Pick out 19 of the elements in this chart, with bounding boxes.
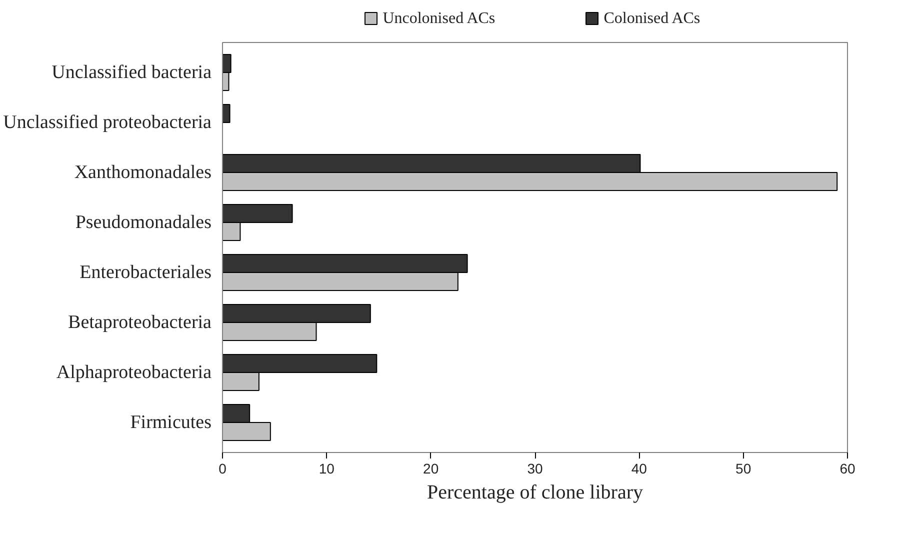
y-tick-label: Unclassified bacteria: [52, 62, 212, 83]
y-tick-label: Xanthomonadales: [74, 162, 212, 183]
y-tick-label: Pseudomonadales: [75, 212, 212, 233]
x-axis-title: Percentage of clone library: [426, 482, 644, 504]
x-tick-label: 10: [318, 460, 335, 476]
y-tick-label: Enterobacteriales: [80, 262, 212, 283]
y-tick-label: Alphaproteobacteria: [56, 362, 212, 383]
x-tick-label: 60: [840, 460, 856, 476]
y-tick-label: Unclassified proteobacteria: [3, 112, 212, 133]
y-tick-label: Firmicutes: [130, 412, 212, 433]
x-tick-label: 50: [736, 460, 752, 476]
x-tick-label: 0: [218, 460, 227, 476]
x-tick-label: 20: [423, 460, 439, 476]
x-tick-label: 30: [527, 460, 543, 476]
legend-label: Colonised ACs: [604, 10, 700, 27]
legend-label: Uncolonised ACs: [382, 10, 496, 27]
bar: [222, 104, 230, 123]
y-tick-label: Betaproteobacteria: [68, 312, 212, 333]
x-tick-label: 40: [631, 460, 648, 476]
